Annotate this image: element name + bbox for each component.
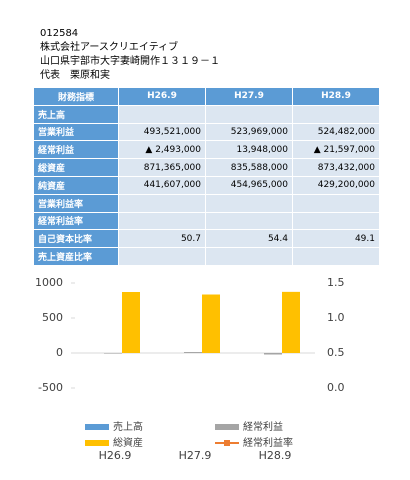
value-cell	[119, 248, 205, 265]
table-row: 売上高	[34, 105, 379, 123]
value-cell: 835,588,000	[206, 159, 292, 176]
table-row: 自己資本比率 50.7 54.4 49.1	[34, 230, 379, 248]
header-cell: H28.9	[293, 88, 379, 105]
bar	[264, 353, 282, 355]
y-tick-label: 500	[42, 311, 63, 324]
value-cell: 524,482,000	[293, 123, 379, 141]
row-label: 総資産	[34, 159, 118, 176]
row-label: 営業利益率	[34, 194, 118, 212]
value-cell: 871,365,000	[119, 159, 205, 176]
header-row: 財務指標 H26.9 H27.9 H28.9	[34, 88, 379, 105]
value-cell	[206, 212, 292, 230]
row-label: 売上資産比率	[34, 248, 118, 265]
value-cell: 54.4	[206, 230, 292, 248]
value-cell	[293, 105, 379, 123]
table-row: 総資産 871,365,000 835,588,000 873,432,000	[34, 159, 379, 176]
y-tick-label: 1000	[35, 276, 63, 289]
row-label: 売上高	[34, 105, 118, 123]
bar	[122, 292, 140, 353]
value-cell	[119, 212, 205, 230]
value-cell: 454,965,000	[206, 176, 292, 194]
legend-label: 経常利益	[243, 420, 283, 433]
table-row: 経常利益率	[34, 212, 379, 230]
table-row: 営業利益 493,521,000 523,969,000 524,482,000	[34, 123, 379, 141]
table-row: 営業利益率	[34, 194, 379, 212]
header-cell: H26.9	[119, 88, 205, 105]
address: 山口県宇部市大字妻崎開作１３１９－１	[40, 56, 220, 67]
value-cell: 429,200,000	[293, 176, 379, 194]
row-label: 経常利益	[34, 141, 118, 159]
value-cell: 873,432,000	[293, 159, 379, 176]
x-tick-label: H28.9	[259, 449, 292, 462]
value-cell: ▲ 2,493,000	[119, 141, 205, 159]
value-cell	[206, 248, 292, 265]
x-tick-label: H27.9	[179, 449, 212, 462]
y2-tick-label: 1.5	[327, 276, 345, 289]
y2-tick-label: 0.0	[327, 381, 345, 394]
legend-label: 経常利益率	[243, 436, 293, 449]
value-cell	[293, 212, 379, 230]
row-label: 経常利益率	[34, 212, 118, 230]
value-cell	[293, 194, 379, 212]
value-cell: 493,521,000	[119, 123, 205, 141]
row-label: 自己資本比率	[34, 230, 118, 248]
table-row: 経常利益 ▲ 2,493,000 13,948,000 ▲ 21,597,000	[34, 141, 379, 159]
legend-label: 売上高	[113, 420, 143, 433]
x-tick-label: H26.9	[99, 449, 132, 462]
bar	[184, 352, 202, 353]
header-cell: 財務指標	[34, 88, 118, 105]
y2-tick-label: 1.0	[327, 311, 345, 324]
row-label: 純資産	[34, 176, 118, 194]
representative: 代表 栗原和実	[40, 70, 110, 81]
header-cell: H27.9	[206, 88, 292, 105]
value-cell	[206, 105, 292, 123]
financial-table: 財務指標 H26.9 H27.9 H28.9 売上高 営業利益 493,521,000 523…	[33, 87, 380, 266]
y-tick-label: 0	[56, 346, 63, 359]
value-cell: 49.1	[293, 230, 379, 248]
company: 株式会社アースクリエイティブ	[40, 42, 179, 53]
code: 012584	[40, 28, 79, 39]
bar	[202, 294, 220, 353]
legend-swatch	[215, 424, 239, 430]
y2-tick-label: 0.5	[327, 346, 345, 359]
legend-label: 総資産	[113, 436, 143, 449]
chart: 1000 500 0 -500 1.5 1.0 0.5 0.0 H26.9 H27.9 H28.9 売…	[35, 276, 345, 462]
legend-marker	[224, 440, 230, 446]
value-cell: 50.7	[119, 230, 205, 248]
table-row: 純資産 441,607,000 454,965,000 429,200,000	[34, 176, 379, 194]
bar	[104, 353, 122, 354]
value-cell	[293, 248, 379, 265]
table-row: 売上資産比率	[34, 248, 379, 265]
y-tick-label: -500	[38, 381, 63, 394]
value-cell	[119, 105, 205, 123]
row-label: 営業利益	[34, 123, 118, 141]
bar	[282, 291, 300, 353]
value-cell	[206, 194, 292, 212]
value-cell: ▲ 21,597,000	[293, 141, 379, 159]
value-cell: 13,948,000	[206, 141, 292, 159]
value-cell: 523,969,000	[206, 123, 292, 141]
value-cell	[119, 194, 205, 212]
legend-swatch	[85, 424, 109, 430]
value-cell: 441,607,000	[119, 176, 205, 194]
legend-swatch	[85, 440, 109, 446]
